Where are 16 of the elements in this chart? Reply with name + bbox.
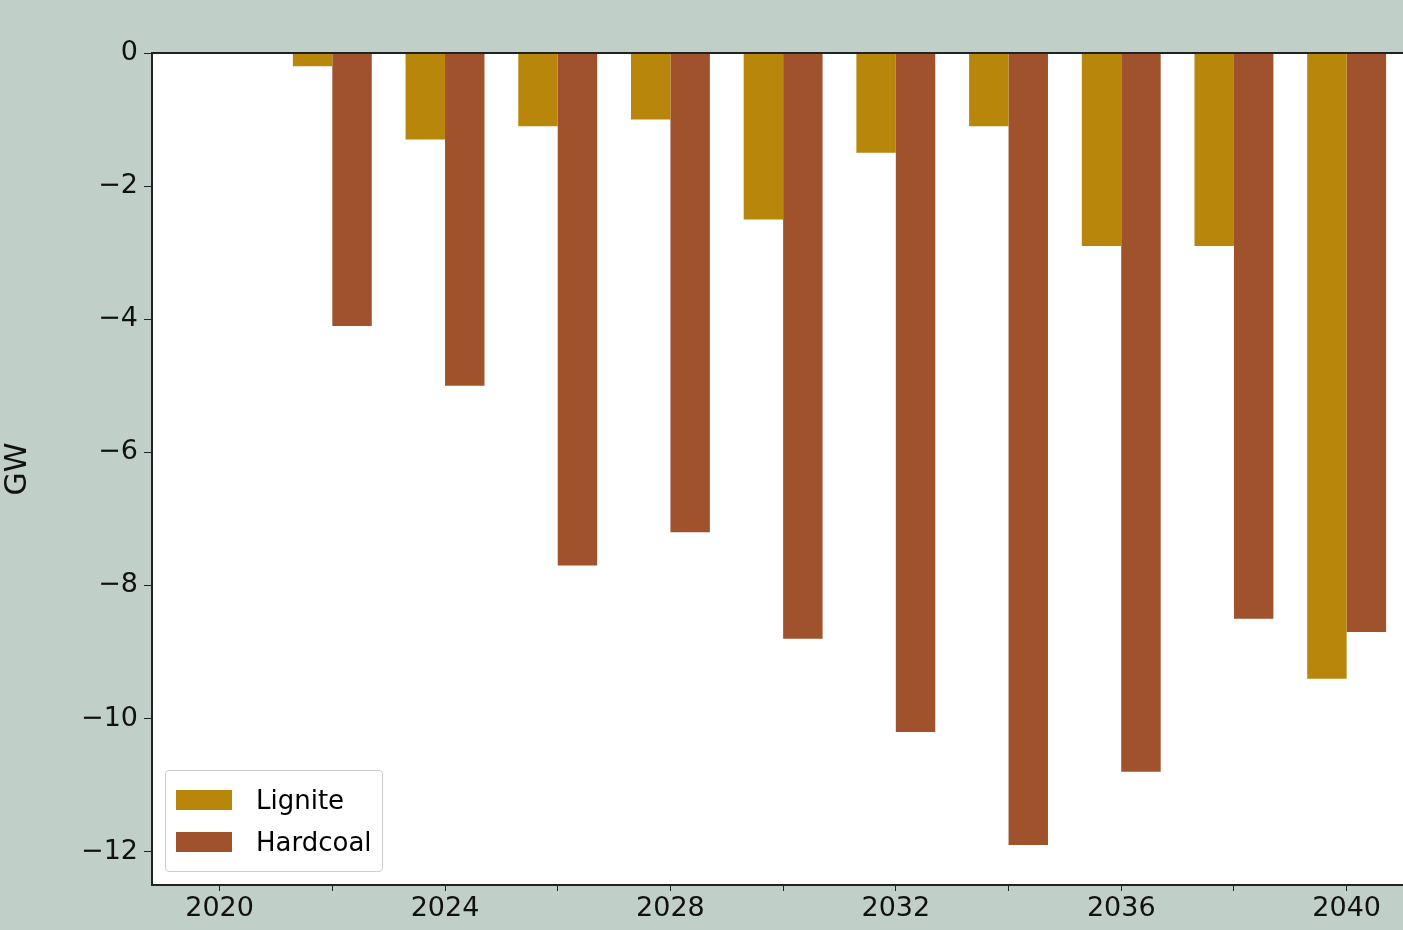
y-tick-label: −8 <box>98 567 138 599</box>
x-tick-label: 2036 <box>1086 891 1156 923</box>
x-tick-label: 2024 <box>410 891 480 923</box>
x-tick-label: 2040 <box>1312 891 1382 923</box>
y-tick-label: −12 <box>81 833 138 865</box>
y-tick-label: 0 <box>120 35 138 67</box>
y-tick-label: −2 <box>98 168 138 200</box>
y-tick-label: −4 <box>98 301 138 333</box>
legend-label: Hardcoal <box>256 827 372 857</box>
legend-label: Lignite <box>256 785 345 815</box>
x-tick-label: 2032 <box>861 891 931 923</box>
y-tick-label: −6 <box>98 434 138 466</box>
x-tick-label: 2020 <box>185 891 254 923</box>
y-axis-title: GW <box>0 442 33 496</box>
y-tick-label: −10 <box>81 700 138 732</box>
x-tick-label: 2028 <box>636 891 705 923</box>
